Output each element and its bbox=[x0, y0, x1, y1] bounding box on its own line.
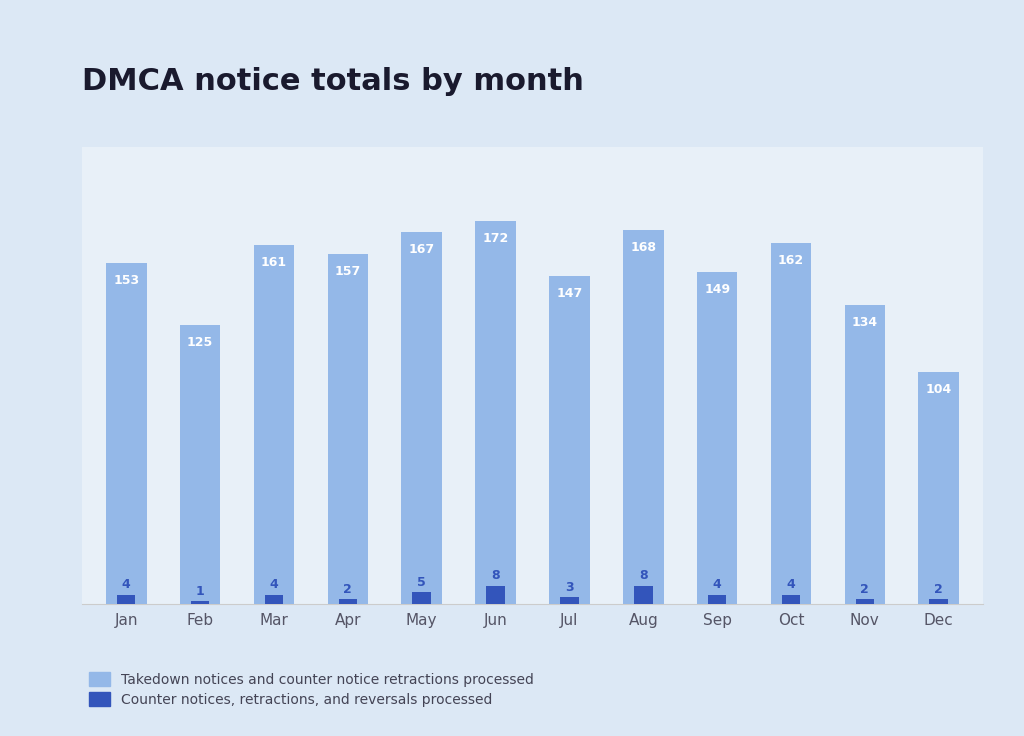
Text: 4: 4 bbox=[269, 578, 279, 591]
Bar bbox=[781, 595, 800, 604]
Text: 147: 147 bbox=[556, 288, 583, 300]
Bar bbox=[254, 245, 294, 604]
Text: DMCA notice totals by month: DMCA notice totals by month bbox=[82, 67, 584, 96]
Text: 8: 8 bbox=[492, 570, 500, 582]
Text: 8: 8 bbox=[639, 570, 647, 582]
Bar bbox=[856, 599, 874, 604]
Bar bbox=[930, 599, 948, 604]
Text: 3: 3 bbox=[565, 581, 573, 593]
Bar bbox=[623, 230, 664, 604]
Text: 161: 161 bbox=[261, 256, 287, 269]
Bar bbox=[549, 276, 590, 604]
Text: 168: 168 bbox=[631, 241, 656, 254]
Bar bbox=[401, 232, 442, 604]
Bar bbox=[105, 263, 146, 604]
Bar bbox=[771, 243, 811, 604]
Text: 134: 134 bbox=[852, 316, 878, 330]
Bar bbox=[475, 221, 516, 604]
Bar bbox=[180, 325, 220, 604]
Legend: Takedown notices and counter notice retractions processed, Counter notices, retr: Takedown notices and counter notice retr… bbox=[89, 672, 534, 707]
Bar bbox=[560, 597, 579, 604]
Bar bbox=[696, 272, 737, 604]
Text: 4: 4 bbox=[786, 578, 796, 591]
Bar bbox=[339, 599, 357, 604]
Bar bbox=[328, 254, 369, 604]
Text: 172: 172 bbox=[482, 232, 509, 245]
Bar bbox=[413, 592, 431, 604]
Bar bbox=[486, 586, 505, 604]
Text: 2: 2 bbox=[860, 583, 869, 595]
Text: 149: 149 bbox=[705, 283, 730, 296]
Text: 2: 2 bbox=[343, 583, 352, 595]
Text: 125: 125 bbox=[187, 336, 213, 350]
Text: 162: 162 bbox=[778, 254, 804, 267]
Text: 2: 2 bbox=[934, 583, 943, 595]
Bar bbox=[634, 586, 652, 604]
Bar bbox=[117, 595, 135, 604]
Text: 167: 167 bbox=[409, 243, 435, 256]
Bar bbox=[845, 305, 885, 604]
Text: 157: 157 bbox=[335, 265, 360, 278]
Text: 4: 4 bbox=[713, 578, 722, 591]
Text: 5: 5 bbox=[418, 576, 426, 589]
Text: 4: 4 bbox=[122, 578, 131, 591]
Text: 1: 1 bbox=[196, 585, 205, 598]
Bar bbox=[190, 601, 209, 604]
Bar bbox=[265, 595, 284, 604]
Bar bbox=[708, 595, 726, 604]
Text: 153: 153 bbox=[114, 274, 139, 287]
Text: 104: 104 bbox=[926, 383, 952, 396]
Bar bbox=[919, 372, 959, 604]
